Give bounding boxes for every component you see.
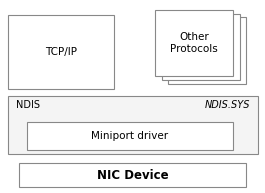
Bar [155,10,233,76]
Text: Other
Protocols: Other Protocols [170,32,218,54]
Bar [8,96,258,154]
Text: NDIS: NDIS [16,100,40,110]
Text: TCP/IP: TCP/IP [45,47,77,57]
Bar [8,15,114,89]
Bar [26,122,233,150]
Bar [168,17,246,84]
Text: Miniport driver: Miniport driver [91,131,169,141]
Text: NIC Device: NIC Device [97,169,168,182]
Text: NDIS.SYS: NDIS.SYS [205,100,250,110]
Bar [162,14,240,80]
Bar [19,163,246,187]
